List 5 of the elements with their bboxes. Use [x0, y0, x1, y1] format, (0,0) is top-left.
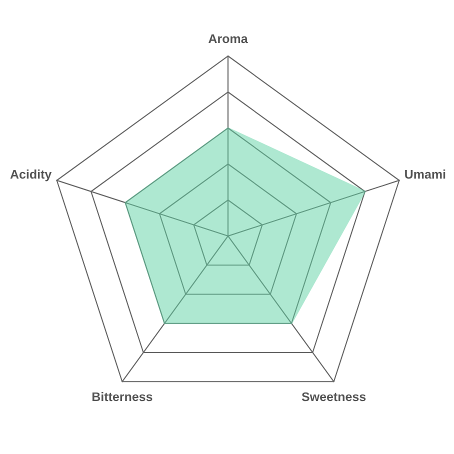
spoke-label: Sweetness — [302, 392, 366, 402]
spoke-label: Umami — [405, 170, 446, 179]
spoke-label: Aroma — [208, 34, 248, 44]
spoke-label: Acidity — [10, 170, 52, 182]
spoke-label: Bitterness — [92, 392, 152, 402]
